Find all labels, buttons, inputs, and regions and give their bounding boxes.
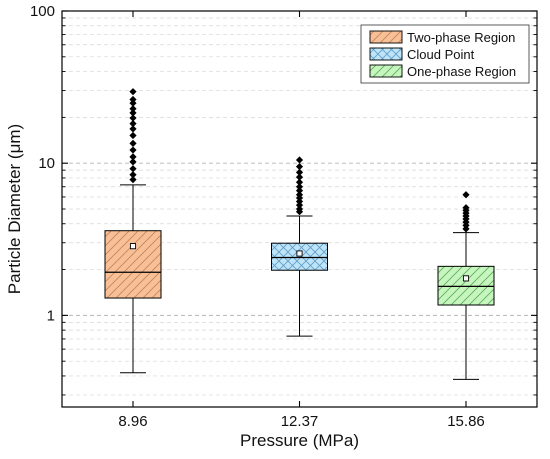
outlier-point (462, 191, 470, 199)
x-axis-label: Pressure (MPa) (240, 431, 359, 450)
axes: 1 10 100 8.96 12.37 15.86 (30, 3, 537, 430)
box-series (271, 156, 328, 337)
x-tick-label: 8.96 (118, 413, 147, 430)
outlier-point (129, 105, 137, 113)
outlier-point (295, 168, 304, 176)
outlier-point (129, 114, 137, 122)
outlier-point (295, 187, 304, 195)
legend-swatch (369, 30, 403, 44)
outlier-point (129, 88, 137, 96)
outlier-point (129, 109, 137, 117)
legend-swatch (369, 64, 403, 78)
y-tick-label: 1 (47, 307, 55, 324)
box-body (437, 265, 495, 306)
outlier-point (129, 125, 137, 133)
y-tick-label: 10 (38, 155, 55, 172)
outlier-point (129, 139, 137, 147)
box-series (104, 88, 162, 374)
outlier-point (129, 131, 137, 140)
box-body (104, 230, 162, 299)
legend-label: Cloud Point (407, 47, 475, 62)
y-tick-label: 100 (30, 3, 55, 20)
y-axis-label: Particle Diameter (μm) (5, 124, 24, 294)
outlier-point (295, 156, 304, 164)
mean-marker (462, 275, 470, 282)
outlier-point (129, 99, 137, 107)
outlier-point (129, 153, 137, 161)
x-tick-label: 15.86 (447, 413, 485, 430)
outlier-point (129, 171, 137, 179)
outlier-point (129, 120, 137, 128)
outlier-point (129, 165, 137, 173)
legend-swatch (369, 47, 403, 61)
x-tick-label: 12.37 (281, 413, 319, 430)
box-series (437, 191, 495, 380)
outlier-point (295, 201, 304, 209)
outlier-point (129, 146, 137, 154)
outlier-point (129, 176, 137, 184)
outlier-point (129, 158, 137, 166)
mean-marker (129, 243, 137, 250)
outlier-point (129, 95, 137, 104)
outlier-point (295, 178, 304, 186)
box-series-group (104, 88, 495, 380)
box-body (271, 242, 328, 271)
legend-label: Two-phase Region (407, 30, 515, 45)
outlier-point (295, 183, 304, 191)
mean-marker (296, 250, 303, 257)
outlier-point (462, 204, 470, 212)
outlier-point (295, 205, 304, 213)
outlier-point (295, 173, 304, 181)
legend: Two-phase Region Cloud Point One-phase Reg… (360, 24, 530, 84)
outlier-point (295, 162, 304, 171)
legend-label: One-phase Region (407, 64, 516, 79)
outlier-point (295, 191, 304, 199)
